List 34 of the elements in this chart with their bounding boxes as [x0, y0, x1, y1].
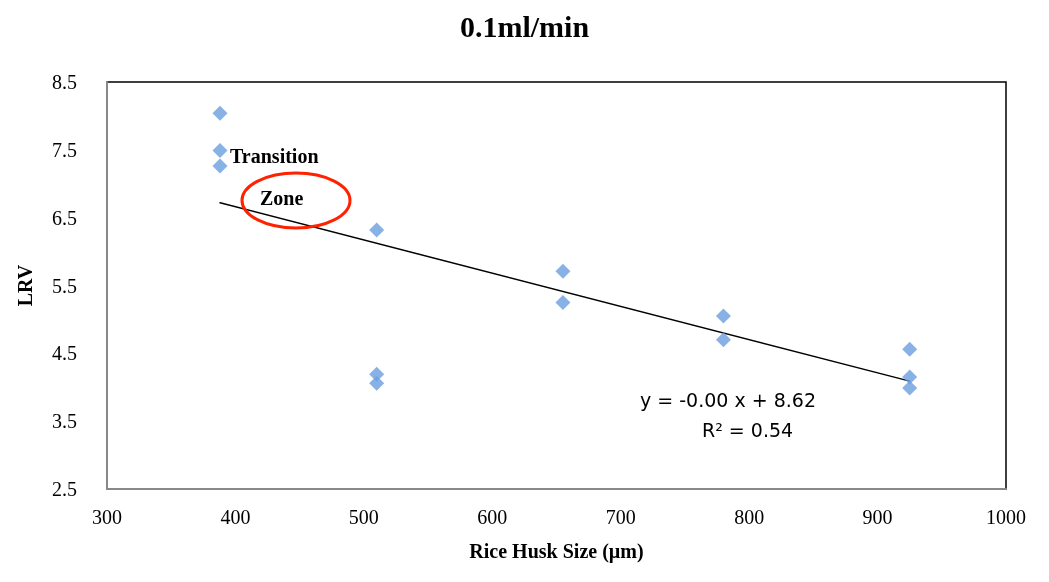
- y-tick-label: 8.5: [52, 71, 77, 93]
- point: [902, 369, 918, 385]
- y-tick-label: 3.5: [52, 410, 77, 433]
- y-tick-label: 5.5: [52, 274, 77, 297]
- x-tick-label: 900: [862, 506, 893, 528]
- point: [555, 263, 571, 279]
- x-tick-label: 1000: [986, 506, 1026, 528]
- point: [212, 105, 228, 121]
- point: [902, 380, 918, 396]
- annotation: Zone: [260, 187, 304, 209]
- chart-title: 0.1ml/min: [459, 9, 590, 43]
- y-axis-title: LRV: [14, 264, 36, 307]
- annotation: Transition: [230, 145, 319, 167]
- x-tick-label: 800: [734, 506, 765, 528]
- point: [212, 158, 228, 174]
- annotation: R² = 0.54: [702, 418, 794, 441]
- y-tick-label: 7.5: [52, 138, 77, 161]
- annotation: y = -0.00 x + 8.62: [640, 388, 816, 411]
- point: [555, 294, 571, 310]
- y-tick-label: 2.5: [52, 478, 77, 500]
- point: [369, 222, 385, 238]
- x-tick-label: 600: [477, 506, 508, 528]
- x-tick-label: 500: [348, 506, 379, 528]
- x-tick-label: 700: [605, 506, 636, 528]
- x-tick-label: 300: [92, 506, 122, 528]
- y-tick-label: 4.5: [52, 342, 77, 365]
- point: [715, 308, 731, 324]
- x-tick-label: 400: [220, 506, 251, 528]
- point: [715, 332, 731, 348]
- point: [902, 341, 918, 357]
- point: [212, 143, 228, 159]
- point: [369, 375, 385, 391]
- x-axis-title: Rice Husk Size (µm): [469, 540, 644, 563]
- y-tick-label: 6.5: [52, 206, 77, 229]
